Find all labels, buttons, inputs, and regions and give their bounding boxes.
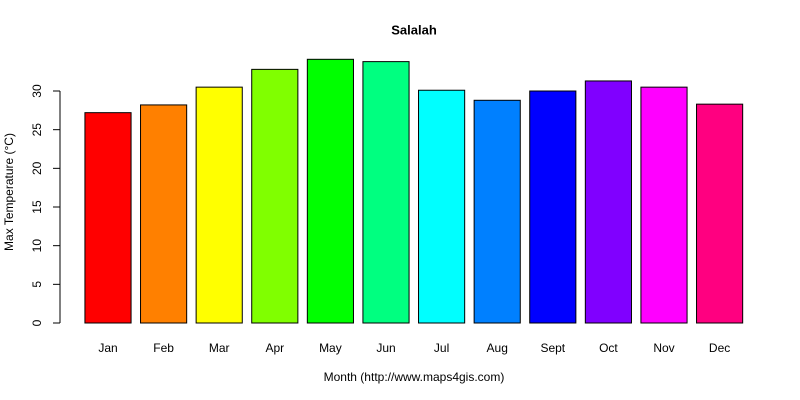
x-tick-label: Nov xyxy=(653,341,674,355)
bar xyxy=(473,99,521,324)
x-tick-label: Oct xyxy=(599,341,618,355)
bar xyxy=(418,89,466,324)
bar xyxy=(362,61,410,324)
y-axis-label: Max Temperature (°C) xyxy=(2,133,16,251)
y-tick-label: 15 xyxy=(30,200,44,214)
x-tick-label: May xyxy=(319,341,342,355)
bar xyxy=(84,112,132,324)
y-tick-label: 25 xyxy=(30,123,44,137)
x-tick-label: Apr xyxy=(265,341,284,355)
x-tick-label: Jun xyxy=(376,341,395,355)
bar xyxy=(251,68,299,324)
x-tick-label: Sept xyxy=(540,341,565,355)
bar xyxy=(584,80,632,324)
bar xyxy=(195,86,243,324)
bar xyxy=(140,104,188,324)
y-tick-label: 5 xyxy=(30,281,44,288)
x-tick-label: Dec xyxy=(709,341,730,355)
y-tick-label: 30 xyxy=(30,84,44,98)
bar xyxy=(696,103,744,324)
x-tick-label: Mar xyxy=(209,341,230,355)
y-tick-label: 0 xyxy=(30,319,44,326)
x-tick-label: Jul xyxy=(434,341,449,355)
x-tick-label: Feb xyxy=(153,341,174,355)
chart-title: Salalah xyxy=(391,22,437,37)
x-axis-label: Month (http://www.maps4gis.com) xyxy=(324,370,505,384)
y-tick-label: 10 xyxy=(30,239,44,253)
y-tick-label: 20 xyxy=(30,161,44,175)
bar xyxy=(306,58,354,324)
bar xyxy=(640,86,688,324)
x-tick-label: Aug xyxy=(487,341,508,355)
x-tick-label: Jan xyxy=(98,341,117,355)
bar xyxy=(529,90,577,324)
